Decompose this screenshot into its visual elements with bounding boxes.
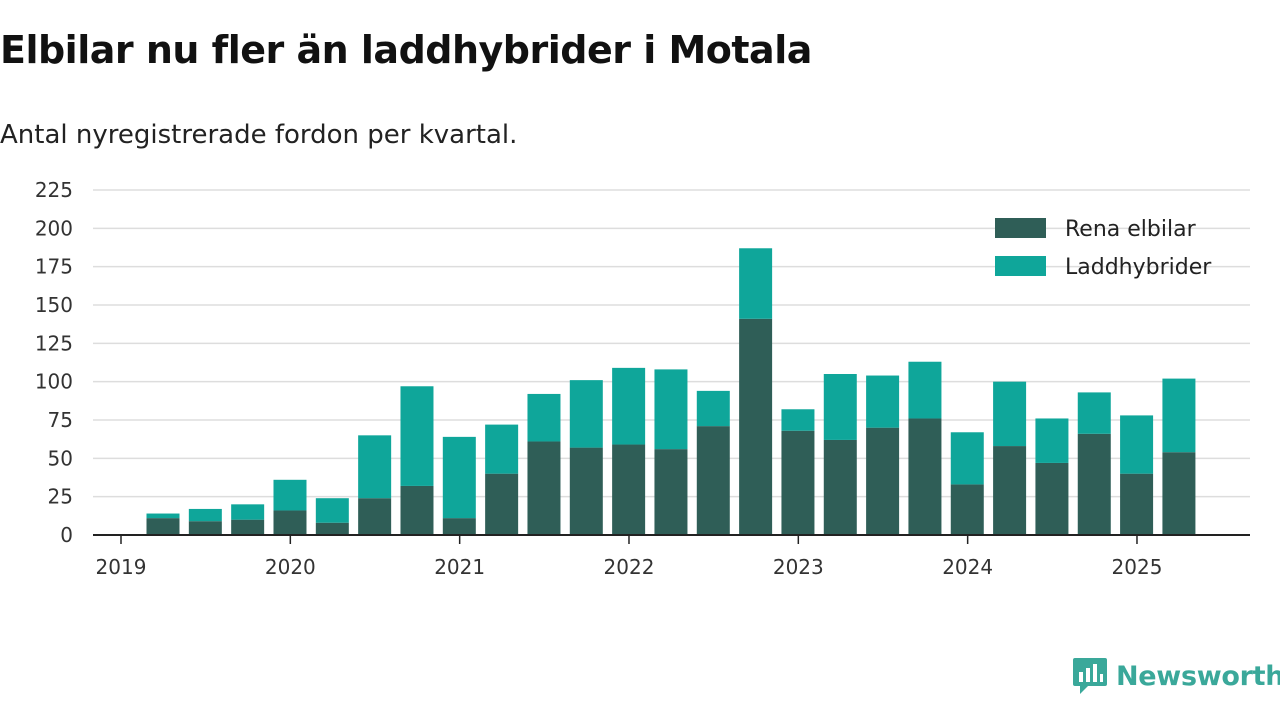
bar-laddhybrider — [400, 386, 434, 486]
bar-laddhybrider — [1077, 392, 1111, 434]
bar-rena-elbilar — [781, 430, 815, 535]
bar-laddhybrider — [146, 513, 180, 519]
chart-title: Elbilar nu fler än laddhybrider i Motala — [0, 28, 812, 72]
bar-laddhybrider — [1035, 418, 1069, 463]
x-tick-label: 2024 — [942, 555, 993, 579]
bar-rena-elbilar — [739, 318, 773, 535]
x-tick-label: 2022 — [604, 555, 655, 579]
bar-rena-elbilar — [1120, 473, 1154, 535]
bar-rena-elbilar — [1077, 433, 1111, 535]
bars — [146, 248, 1196, 535]
y-tick-label: 75 — [48, 408, 73, 432]
x-tick-label: 2025 — [1112, 555, 1163, 579]
bar-rena-elbilar — [696, 426, 730, 535]
bar-rena-elbilar — [908, 418, 942, 535]
bar-rena-elbilar — [950, 484, 984, 535]
y-tick-label: 150 — [35, 293, 73, 317]
bar-laddhybrider — [823, 374, 857, 440]
legend-swatch — [995, 218, 1046, 238]
bar-rena-elbilar — [654, 449, 688, 535]
y-axis-ticks: 0 25 50 75 100 125 150 175 200 225 — [35, 178, 73, 547]
bar-rena-elbilar — [1162, 452, 1196, 535]
bar-laddhybrider — [866, 375, 900, 428]
bar-laddhybrider — [993, 381, 1027, 447]
bar-rena-elbilar — [231, 519, 265, 535]
x-axis: 2019 2020 2021 2022 2023 2024 2025 — [93, 534, 1250, 579]
bar-laddhybrider — [781, 409, 815, 431]
y-tick-label: 100 — [35, 370, 73, 394]
legend-label: Rena elbilar — [1065, 217, 1197, 242]
bar-rena-elbilar — [1035, 462, 1069, 535]
chart-subtitle: Antal nyregistrerade fordon per kvartal. — [0, 120, 518, 150]
bar-laddhybrider — [358, 435, 392, 499]
bar-rena-elbilar — [188, 521, 222, 535]
bar-laddhybrider — [273, 479, 307, 511]
y-tick-label: 125 — [35, 331, 73, 355]
bar-rena-elbilar — [527, 441, 561, 535]
bar-rena-elbilar — [358, 498, 392, 535]
brand-name: Newsworthy — [1116, 660, 1280, 692]
bar-chart-speech-icon — [1073, 658, 1107, 694]
bar-rena-elbilar — [273, 510, 307, 535]
bar-laddhybrider — [950, 432, 984, 485]
bar-laddhybrider — [696, 390, 730, 427]
bar-laddhybrider — [908, 361, 942, 419]
bar-rena-elbilar — [612, 444, 646, 535]
legend-label: Laddhybrider — [1065, 255, 1212, 280]
bar-laddhybrider — [1162, 378, 1196, 453]
bar-laddhybrider — [231, 504, 265, 520]
bar-rena-elbilar — [315, 522, 349, 535]
bar-laddhybrider — [442, 436, 476, 519]
bar-rena-elbilar — [993, 446, 1027, 535]
bar-laddhybrider — [612, 367, 646, 445]
legend-swatch — [995, 256, 1046, 276]
bar-laddhybrider — [739, 248, 773, 319]
bar-rena-elbilar — [823, 439, 857, 535]
bar-laddhybrider — [654, 369, 688, 450]
bar-rena-elbilar — [485, 473, 519, 535]
bar-rena-elbilar — [146, 518, 180, 535]
bar-laddhybrider — [315, 498, 349, 523]
bar-rena-elbilar — [866, 427, 900, 535]
x-tick-label: 2019 — [96, 555, 147, 579]
x-tick-label: 2020 — [265, 555, 316, 579]
legend: Rena elbilar Laddhybrider — [995, 217, 1212, 280]
y-tick-label: 25 — [48, 485, 73, 509]
bar-laddhybrider — [569, 380, 603, 448]
y-tick-label: 175 — [35, 255, 73, 279]
bar-laddhybrider — [188, 508, 222, 522]
bar-rena-elbilar — [569, 447, 603, 535]
bar-rena-elbilar — [442, 518, 476, 535]
y-tick-label: 200 — [35, 216, 73, 240]
bar-laddhybrider — [527, 393, 561, 442]
y-tick-label: 225 — [35, 178, 73, 202]
bar-laddhybrider — [1120, 415, 1154, 474]
y-tick-label: 50 — [48, 446, 73, 470]
bar-rena-elbilar — [400, 485, 434, 535]
x-tick-label: 2023 — [773, 555, 824, 579]
x-tick-label: 2021 — [434, 555, 485, 579]
bar-laddhybrider — [485, 424, 519, 474]
newsworthy-logo: Newsworthy — [1072, 655, 1280, 697]
y-tick-label: 0 — [60, 523, 73, 547]
